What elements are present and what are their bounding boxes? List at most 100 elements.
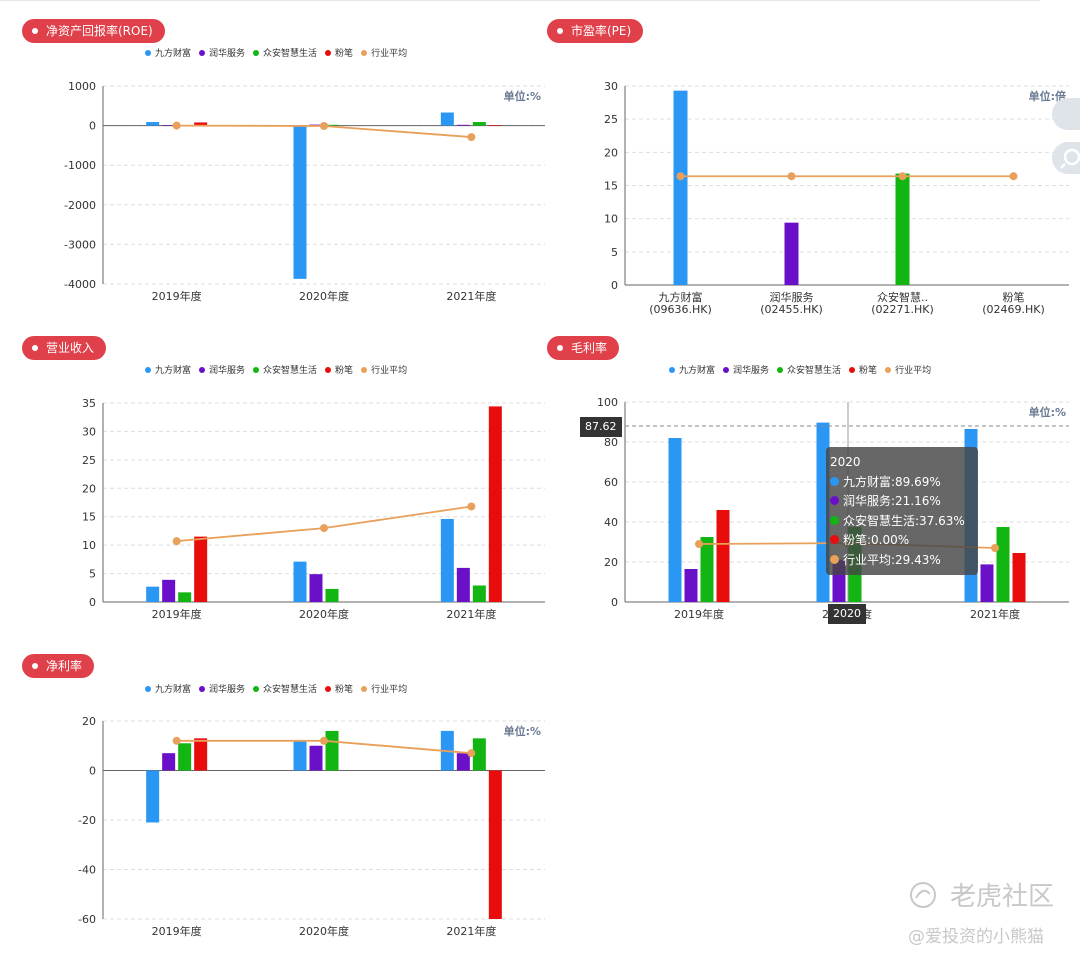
bar bbox=[456, 753, 470, 771]
bar bbox=[488, 125, 502, 126]
y-tick-label: 15 bbox=[604, 180, 618, 193]
legend-swatch bbox=[199, 366, 206, 373]
tooltip-row: 九方财富:89.69% bbox=[830, 473, 974, 493]
legend-label: 行业平均 bbox=[371, 49, 408, 59]
average-line bbox=[176, 505, 472, 543]
legend-label: 粉笔 bbox=[335, 685, 354, 695]
legend-label: 粉笔 bbox=[859, 366, 878, 376]
legend-swatch bbox=[325, 366, 332, 373]
legend-label: 九方财富 bbox=[679, 366, 716, 376]
legend-item[interactable]: 润华服务 bbox=[723, 363, 769, 376]
legend-item[interactable]: 粉笔 bbox=[325, 363, 353, 376]
x-tick-label: (09636.HK) bbox=[649, 303, 712, 316]
search-icon bbox=[1060, 148, 1080, 169]
x-tick-label: 2021年度 bbox=[446, 289, 496, 303]
x-tick-label: 2019年度 bbox=[152, 607, 202, 621]
gross-legend[interactable]: 九方财富 润华服务 众安智慧生活 粉笔 行业平均 bbox=[669, 363, 939, 376]
legend-item[interactable]: 润华服务 bbox=[199, 682, 245, 695]
legend-swatch bbox=[777, 366, 784, 373]
y-tick-label: 80 bbox=[604, 436, 618, 449]
revenue-title-badge: 营业收入 bbox=[22, 336, 107, 360]
legend-item[interactable]: 众安智慧生活 bbox=[253, 682, 317, 695]
x-tick-label: 2019年度 bbox=[674, 607, 724, 621]
legend-label: 行业平均 bbox=[371, 685, 408, 695]
net-chart: 20 0 -20 -40 -60 2019年度 2020年度 2021年度 单位:% bbox=[78, 715, 545, 938]
legend-item[interactable]: 众安智慧生活 bbox=[253, 46, 317, 59]
x-tick-label: 众安智慧.. bbox=[877, 290, 928, 304]
legend-item[interactable]: 粉笔 bbox=[325, 682, 353, 695]
tooltip-text: 粉笔:0.00% bbox=[843, 533, 910, 547]
y-tick-label: 15 bbox=[82, 511, 96, 524]
side-toolbar-button[interactable] bbox=[1052, 98, 1080, 130]
legend-label: 众安智慧生活 bbox=[263, 366, 318, 376]
roe-legend[interactable]: 九方财富 润华服务 众安智慧生活 粉笔 行业平均 bbox=[145, 46, 415, 59]
y-tick-label: -1000 bbox=[64, 159, 96, 172]
pe-panel: 市盈率(PE) 30 25 20 15 10 5 0 九方财富 (09636.HK) 润华服务 (0… bbox=[540, 0, 1080, 320]
legend-item[interactable]: 行业平均 bbox=[885, 363, 931, 376]
pe-title-badge: 市盈率(PE) bbox=[547, 19, 644, 43]
legend-label: 众安智慧生活 bbox=[263, 49, 318, 59]
legend-label: 润华服务 bbox=[209, 49, 246, 59]
bar bbox=[309, 574, 323, 602]
top-divider bbox=[0, 0, 1040, 1]
unit-label: 单位:% bbox=[504, 724, 541, 738]
gross-chart: 1008060402002019年度2020年度2021年度单位:% bbox=[597, 396, 1069, 621]
legend-item[interactable]: 众安智慧生活 bbox=[253, 363, 317, 376]
legend-label: 粉笔 bbox=[335, 49, 354, 59]
legend-item[interactable]: 九方财富 bbox=[669, 363, 715, 376]
side-search-button[interactable] bbox=[1052, 142, 1080, 174]
average-point bbox=[1009, 172, 1018, 181]
bar bbox=[325, 588, 339, 602]
legend-item[interactable]: 润华服务 bbox=[199, 363, 245, 376]
bar bbox=[293, 740, 307, 771]
legend-item[interactable]: 行业平均 bbox=[361, 46, 407, 59]
legend-item[interactable]: 粉笔 bbox=[849, 363, 877, 376]
average-point bbox=[172, 537, 181, 546]
bar bbox=[440, 112, 454, 126]
revenue-title: 营业收入 bbox=[46, 341, 95, 355]
bar bbox=[162, 125, 176, 126]
tooltip-text: 众安智慧生活:37.63% bbox=[843, 513, 965, 528]
legend-label: 粉笔 bbox=[335, 366, 354, 376]
tooltip-text: 润华服务:21.16% bbox=[843, 494, 941, 508]
average-point bbox=[172, 736, 181, 745]
legend-item[interactable]: 粉笔 bbox=[325, 46, 353, 59]
average-point bbox=[898, 172, 907, 181]
roe-title: 净资产回报率(ROE) bbox=[46, 24, 153, 38]
legend-swatch bbox=[669, 366, 675, 373]
legend-item[interactable]: 九方财富 bbox=[145, 363, 191, 376]
tooltip-swatch bbox=[830, 515, 839, 525]
y-tick-label: 1000 bbox=[68, 80, 96, 93]
y-tick-label: 40 bbox=[604, 516, 618, 529]
legend-item[interactable]: 众安智慧生活 bbox=[777, 363, 841, 376]
bar bbox=[684, 569, 698, 602]
bar bbox=[178, 592, 192, 602]
tooltip-swatch bbox=[830, 535, 839, 544]
revenue-legend[interactable]: 九方财富 润华服务 众安智慧生活 粉笔 行业平均 bbox=[145, 363, 415, 376]
x-tick-label: (02455.HK) bbox=[760, 303, 823, 316]
gross-title-badge: 毛利率 bbox=[547, 336, 620, 360]
x-tick-label: 九方财富 bbox=[659, 290, 703, 304]
legend-swatch bbox=[145, 366, 151, 373]
legend-item[interactable]: 九方财富 bbox=[145, 46, 191, 59]
legend-item[interactable]: 九方财富 bbox=[145, 682, 191, 695]
y-tick-label: 0 bbox=[89, 120, 96, 133]
net-legend[interactable]: 九方财富 润华服务 众安智慧生活 粉笔 行业平均 bbox=[145, 682, 415, 695]
bar bbox=[980, 564, 994, 602]
y-tick-label: -3000 bbox=[64, 238, 96, 251]
tooltip-swatch bbox=[830, 496, 839, 505]
bar bbox=[668, 438, 682, 602]
legend-item[interactable]: 行业平均 bbox=[361, 682, 407, 695]
tooltip-row: 润华服务:21.16% bbox=[830, 492, 974, 512]
x-tick-label: 2021年度 bbox=[970, 607, 1020, 621]
legend-swatch bbox=[199, 49, 206, 56]
average-point bbox=[172, 121, 181, 130]
bar bbox=[456, 124, 470, 126]
legend-item[interactable]: 润华服务 bbox=[199, 46, 245, 59]
legend-item[interactable]: 行业平均 bbox=[361, 363, 407, 376]
unit-label: 单位:% bbox=[1029, 405, 1066, 419]
legend-swatch bbox=[361, 49, 368, 56]
legend-label: 行业平均 bbox=[895, 366, 932, 376]
bar bbox=[293, 561, 307, 602]
legend-label: 润华服务 bbox=[209, 366, 246, 376]
